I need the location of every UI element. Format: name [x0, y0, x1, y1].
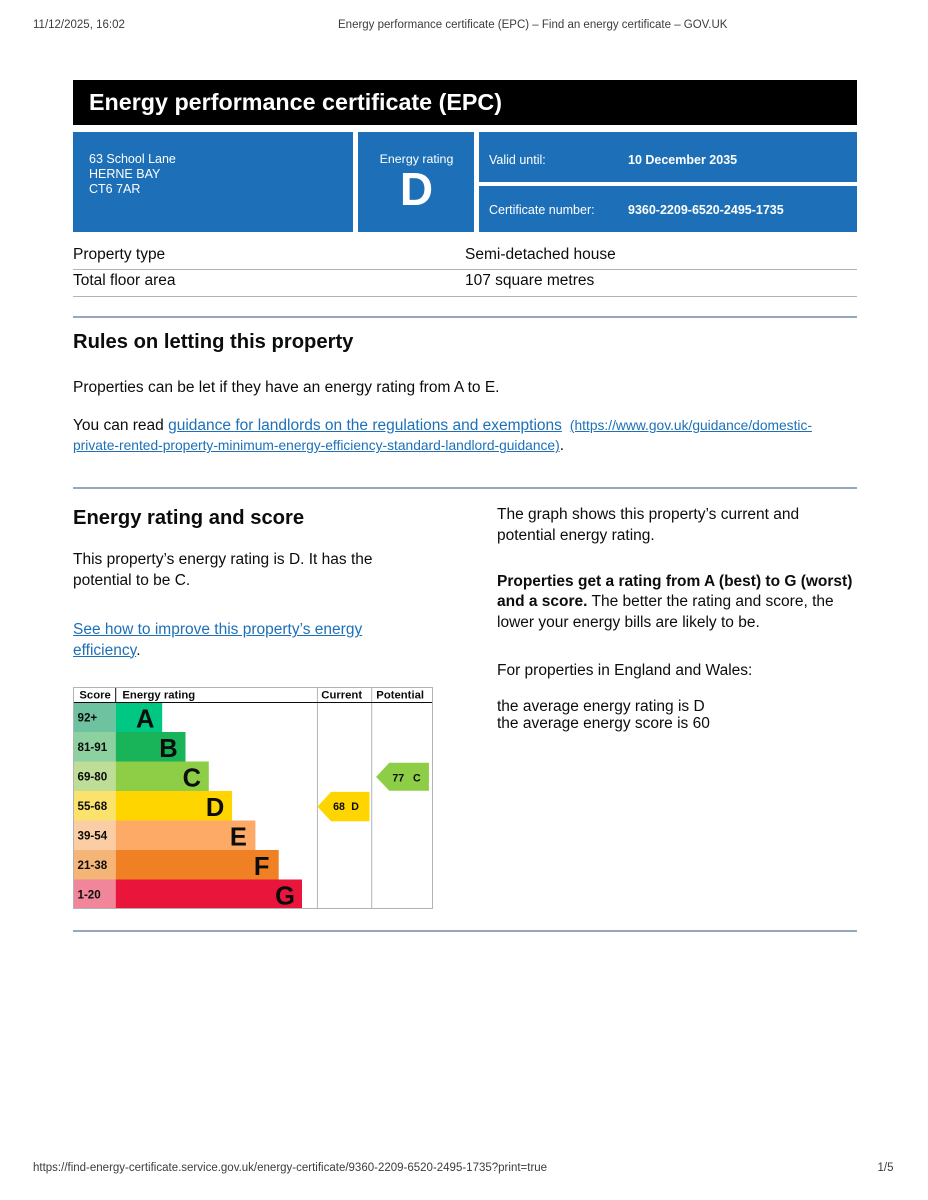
svg-text:69-80: 69-80	[78, 770, 108, 783]
svg-text:D: D	[206, 794, 224, 822]
svg-text:Score: Score	[79, 690, 110, 702]
svg-text:Energy rating: Energy rating	[122, 690, 195, 702]
svg-text:1-20: 1-20	[78, 888, 101, 901]
svg-text:C: C	[183, 765, 201, 793]
svg-text:39-54: 39-54	[78, 829, 108, 842]
svg-text:C: C	[413, 772, 421, 784]
svg-text:81-91: 81-91	[78, 741, 108, 754]
svg-text:E: E	[230, 824, 247, 852]
svg-text:G: G	[275, 883, 295, 910]
svg-text:D: D	[351, 801, 359, 813]
svg-text:F: F	[254, 853, 270, 881]
svg-text:21-38: 21-38	[78, 859, 108, 872]
svg-text:55-68: 55-68	[78, 800, 108, 813]
svg-text:92+: 92+	[78, 711, 98, 724]
svg-text:Potential: Potential	[376, 690, 424, 702]
svg-text:Current: Current	[321, 690, 362, 702]
svg-text:B: B	[159, 735, 177, 763]
svg-text:77: 77	[392, 772, 404, 784]
svg-text:68: 68	[333, 801, 345, 813]
svg-text:A: A	[136, 706, 154, 734]
